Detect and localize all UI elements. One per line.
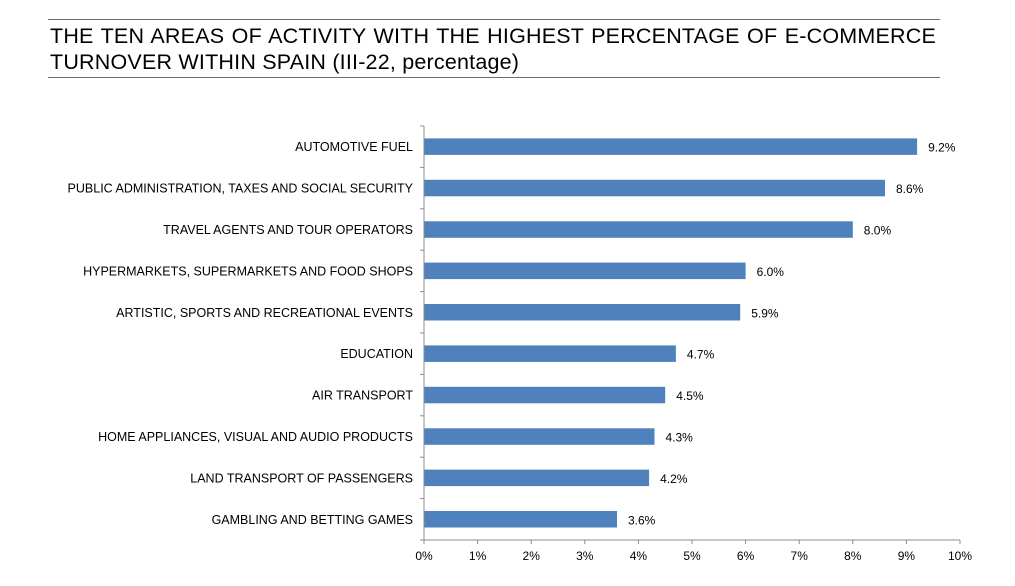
bar (424, 262, 746, 280)
chart-title: THE TEN AREAS OF ACTIVITY WITH THE HIGHE… (50, 24, 936, 74)
data-label: 4.5% (676, 389, 704, 403)
category-label: AIR TRANSPORT (312, 389, 413, 403)
data-label: 4.2% (660, 472, 688, 486)
x-tick-label: 1% (469, 549, 487, 563)
data-label: 4.7% (687, 348, 715, 362)
data-label: 3.6% (628, 513, 656, 527)
x-tick-label: 2% (523, 549, 541, 563)
data-label: 4.3% (666, 431, 694, 445)
category-label: HYPERMARKETS, SUPERMARKETS AND FOOD SHOP… (83, 264, 413, 278)
x-tick-label: 6% (737, 549, 755, 563)
x-tick-label: 7% (791, 549, 809, 563)
category-label: EDUCATION (340, 347, 413, 361)
bar (424, 304, 741, 321)
x-tick-label: 5% (683, 549, 701, 563)
bar (424, 345, 676, 362)
category-label: TRAVEL AGENTS AND TOUR OPERATORS (163, 223, 413, 237)
data-label: 6.0% (757, 265, 785, 279)
x-tick-label: 10% (948, 549, 972, 563)
bar (424, 138, 918, 155)
category-label: PUBLIC ADMINISTRATION, TAXES AND SOCIAL … (68, 182, 414, 196)
x-tick-label: 3% (576, 549, 594, 563)
bar (424, 428, 655, 445)
category-label: AUTOMOTIVE FUEL (295, 140, 413, 154)
bar (424, 221, 853, 238)
x-tick-label: 0% (415, 549, 433, 563)
data-label: 9.2% (928, 141, 956, 155)
category-label: LAND TRANSPORT OF PASSENGERS (190, 471, 413, 485)
bar (424, 469, 650, 487)
category-label: GAMBLING AND BETTING GAMES (212, 513, 413, 527)
data-label: 5.9% (751, 306, 779, 320)
bar (424, 179, 885, 197)
x-tick-label: 4% (630, 549, 648, 563)
bar (424, 511, 617, 528)
category-label: HOME APPLIANCES, VISUAL AND AUDIO PRODUC… (98, 430, 413, 444)
title-bottom-rule (48, 77, 940, 78)
x-tick-label: 9% (898, 549, 916, 563)
data-label: 8.0% (864, 224, 892, 238)
x-tick-label: 8% (844, 549, 862, 563)
title-top-rule (48, 19, 940, 20)
category-label: ARTISTIC, SPORTS AND RECREATIONAL EVENTS (116, 306, 413, 320)
bar (424, 386, 666, 404)
data-label: 8.6% (896, 182, 924, 196)
